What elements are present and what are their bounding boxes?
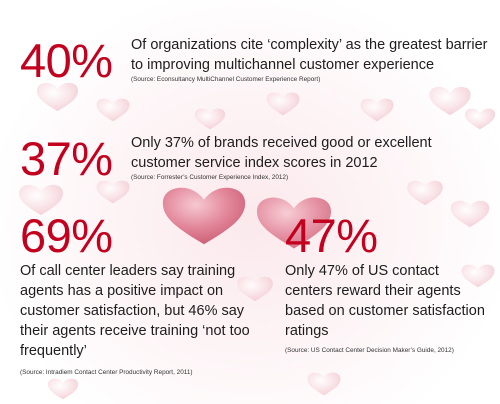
stat-source: (Source: Econsultancy MultiChannel Custo… (131, 76, 321, 83)
stat-percentage: 40% (20, 34, 113, 87)
heart-icon (96, 98, 130, 122)
heart-icon (36, 82, 79, 112)
stat-description: Of call center leaders say training agen… (20, 263, 250, 359)
heart-icon (450, 200, 490, 228)
stat-description: Of organizations cite ‘complexity’ as th… (131, 37, 488, 73)
heart-icon (464, 108, 496, 130)
stat-percentage: 47% (285, 209, 378, 262)
heart-icon (407, 180, 443, 206)
heart-icon (47, 378, 79, 400)
heart-icon (194, 108, 226, 130)
heart-icon (429, 86, 471, 116)
heart-icon (266, 92, 300, 116)
stat-source: (Source: US Contact Center Decision Make… (285, 347, 454, 354)
heart-icon (307, 372, 341, 396)
heart-icon (360, 98, 394, 122)
stat-source: (Source: Intradiem Contact Center Produc… (20, 369, 193, 376)
heart-icon (162, 187, 246, 245)
stat-description: Only 37% of brands received good or exce… (131, 135, 432, 171)
stat-description: Only 47% of US contact centers reward th… (285, 263, 485, 339)
stat-percentage: 37% (20, 132, 113, 185)
stat-percentage: 69% (20, 209, 113, 262)
stat-source: (Source: Forrester’s Customer Experience… (131, 174, 289, 181)
